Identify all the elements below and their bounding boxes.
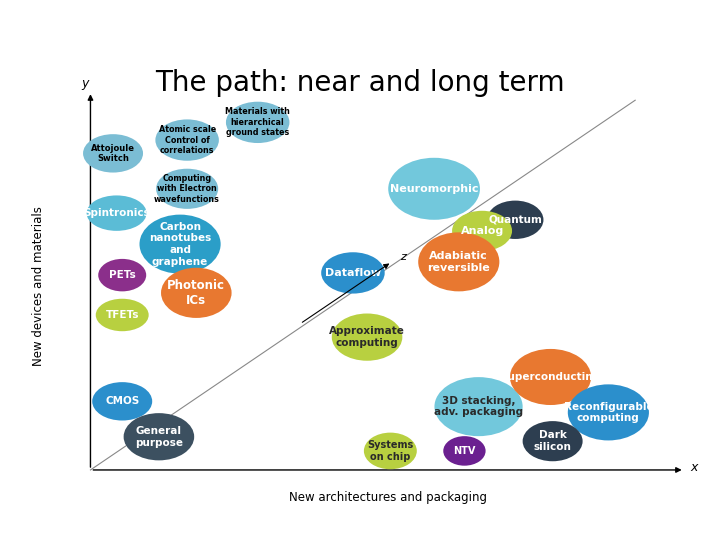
Ellipse shape (523, 421, 582, 461)
Text: Systems
on chip: Systems on chip (367, 440, 413, 462)
Text: General
purpose: General purpose (135, 426, 183, 448)
Text: Spintronics: Spintronics (84, 208, 150, 218)
Text: CMOS: CMOS (105, 396, 140, 406)
Ellipse shape (86, 195, 147, 231)
Text: New architectures and packaging: New architectures and packaging (289, 491, 487, 504)
Text: Reconfigurable
computing: Reconfigurable computing (564, 402, 653, 423)
Ellipse shape (98, 259, 146, 292)
Ellipse shape (96, 299, 148, 331)
Ellipse shape (332, 314, 402, 361)
Ellipse shape (226, 102, 289, 143)
Ellipse shape (140, 214, 220, 274)
Text: NTV: NTV (454, 446, 476, 456)
Text: Carbon
nanotubes
and
graphene: Carbon nanotubes and graphene (149, 222, 211, 267)
Ellipse shape (510, 349, 591, 405)
Ellipse shape (434, 377, 523, 436)
Text: New devices and materials: New devices and materials (32, 206, 45, 366)
Ellipse shape (156, 168, 218, 209)
Ellipse shape (321, 252, 384, 294)
Ellipse shape (364, 433, 417, 469)
Text: z: z (400, 252, 406, 262)
Text: Computing
with Electron
wavefunctions: Computing with Electron wavefunctions (154, 174, 220, 204)
Ellipse shape (92, 382, 152, 421)
Ellipse shape (452, 211, 512, 251)
Text: Photonic
ICs: Photonic ICs (167, 279, 225, 307)
Text: Neuromorphic: Neuromorphic (390, 184, 478, 194)
Ellipse shape (388, 158, 480, 220)
Text: x: x (690, 461, 698, 474)
Text: 3D stacking,
adv. packaging: 3D stacking, adv. packaging (434, 396, 523, 417)
Text: Dataflow: Dataflow (325, 268, 381, 278)
Ellipse shape (487, 200, 544, 239)
Ellipse shape (418, 232, 500, 292)
Text: The path: near and long term: The path: near and long term (156, 69, 564, 97)
Ellipse shape (156, 119, 219, 161)
Ellipse shape (161, 268, 232, 318)
Ellipse shape (124, 413, 194, 461)
Text: Approximate
computing: Approximate computing (329, 326, 405, 348)
Text: Analog: Analog (461, 226, 504, 236)
Text: Superconducting: Superconducting (500, 372, 600, 382)
Text: Atomic scale
Control of
correlations: Atomic scale Control of correlations (158, 125, 216, 155)
Ellipse shape (444, 436, 485, 465)
Ellipse shape (83, 134, 143, 173)
Text: Attojoule
Switch: Attojoule Switch (91, 144, 135, 163)
Text: y: y (81, 77, 89, 90)
Ellipse shape (568, 384, 649, 441)
Text: Dark
silicon: Dark silicon (534, 430, 572, 452)
Text: PETs: PETs (109, 270, 135, 280)
Text: Materials with
hierarchical
ground states: Materials with hierarchical ground state… (225, 107, 290, 137)
Text: TFETs: TFETs (105, 310, 139, 320)
Text: Adabiatic
reversible: Adabiatic reversible (428, 251, 490, 273)
Text: Quantum: Quantum (488, 215, 542, 225)
